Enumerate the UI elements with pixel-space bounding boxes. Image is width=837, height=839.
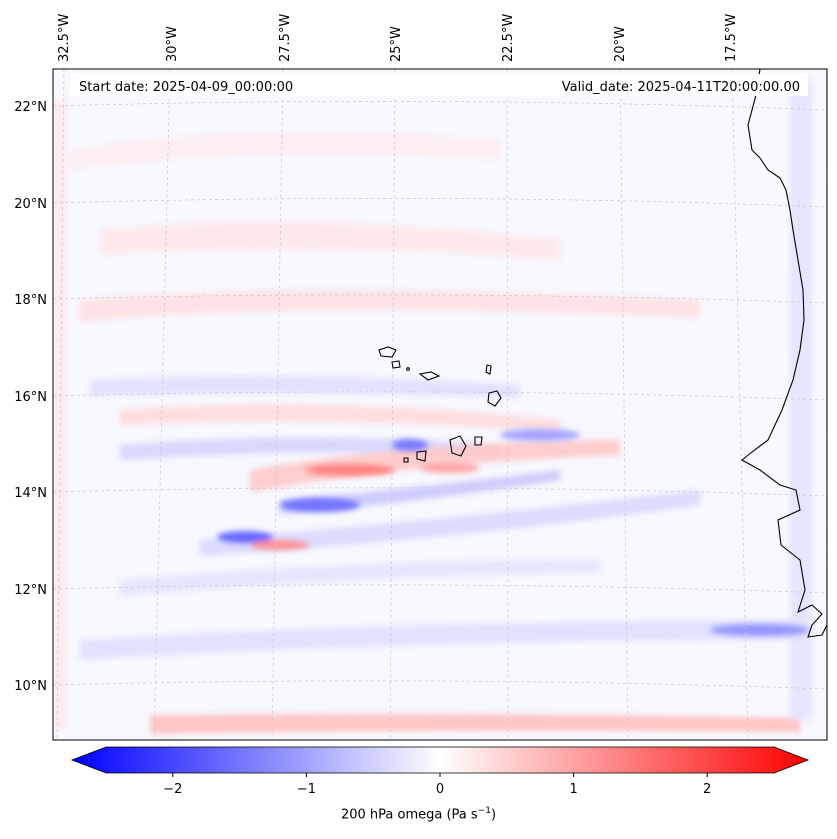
lon-label: 27.5°W	[278, 14, 293, 62]
start-date-label: Start date: 2025-04-09_00:00:00	[79, 80, 293, 95]
colorbar: −2 −1 0 1 2	[70, 746, 810, 797]
africa-coastline	[741, 69, 827, 638]
colorbar-label: 200 hPa omega (Pa s−1)	[0, 806, 837, 822]
colorbar-body	[70, 746, 810, 774]
lat-label: 18°N	[14, 293, 47, 308]
lon-label: 17.5°W	[724, 14, 739, 62]
longitude-labels: 32.5°W 30°W 27.5°W 25°W 22.5°W 20°W 17.5…	[57, 14, 739, 62]
colorbar-label-close: )	[490, 807, 497, 823]
lon-label: 20°W	[613, 26, 628, 62]
colorbar-tick-label: −1	[297, 782, 316, 797]
lat-label: 10°N	[14, 679, 47, 694]
colorbar-tick-label: −2	[163, 782, 182, 797]
lon-label: 25°W	[389, 26, 404, 62]
cape-verde-islands	[378, 346, 502, 463]
date-info-box	[70, 74, 808, 96]
lon-label: 30°W	[165, 26, 180, 62]
colorbar-label-main: 200 hPa omega (Pa s	[340, 807, 478, 823]
map-frame	[52, 68, 828, 741]
lat-label: 20°N	[14, 197, 47, 212]
graticule	[53, 69, 827, 740]
lon-label: 32.5°W	[57, 14, 72, 62]
latitude-labels: 22°N 20°N 18°N 16°N 14°N 12°N 10°N	[14, 100, 47, 694]
colorbar-label-exponent: −1	[477, 806, 491, 816]
lat-label: 22°N	[14, 100, 47, 115]
colorbar-tick-label: 1	[569, 782, 577, 797]
lon-label: 22.5°W	[501, 14, 516, 62]
colorbar-tick-label: 2	[703, 782, 711, 797]
lat-label: 12°N	[14, 583, 47, 598]
colorbar-tick-label: 0	[436, 782, 444, 797]
omega-field	[53, 69, 827, 740]
lat-label: 14°N	[14, 486, 47, 501]
valid-date-label: Valid_date: 2025-04-11T20:00:00.00	[562, 80, 800, 95]
lat-label: 16°N	[14, 390, 47, 405]
